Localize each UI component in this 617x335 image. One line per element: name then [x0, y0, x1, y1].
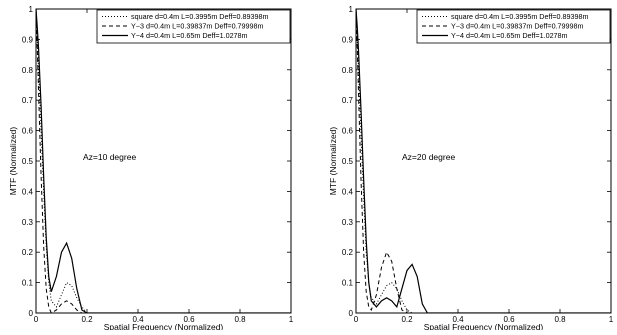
- legend-box: [416, 9, 611, 44]
- x-tick-label: 0.6: [183, 315, 195, 324]
- y-tick-label: 0.7: [22, 96, 34, 105]
- y-tick-label: 1: [29, 5, 34, 14]
- y-axis-label: MTF (Normalized): [328, 127, 338, 196]
- y-tick-label: 0.4: [22, 187, 34, 196]
- x-tick-label: 0.4: [452, 315, 464, 324]
- annotation-text: Az=20 degree: [402, 152, 455, 162]
- y-tick-label: 0.2: [342, 248, 354, 257]
- y-tick-label: 0.4: [342, 187, 354, 196]
- plot-frame: [355, 8, 612, 314]
- y-tick-label: 0.2: [22, 248, 34, 257]
- y-tick-label: 0.9: [22, 35, 34, 44]
- legend-label: Y−3 d=0.4m L=0.39837m Deff=0.79998m: [131, 22, 264, 31]
- series-line-dashed: [36, 9, 291, 313]
- y-tick-label: 0.5: [342, 157, 354, 166]
- legend-label: Y−4 d=0.4m L=0.65m Deff=1.0278m: [451, 31, 568, 40]
- x-axis-label: Spatial Frequency (Normalized): [104, 322, 224, 330]
- x-tick-label: 0.6: [503, 315, 515, 324]
- y-tick-label: 0.7: [342, 96, 354, 105]
- x-tick-label: 0: [354, 315, 359, 324]
- plot-frame: [35, 8, 292, 314]
- legend-box: [96, 9, 291, 44]
- series-line-solid: [36, 9, 291, 313]
- y-tick-label: 0: [349, 309, 354, 318]
- y-tick-label: 0.1: [342, 279, 354, 288]
- x-tick-label: 0.2: [81, 315, 93, 324]
- y-tick-label: 1: [349, 5, 354, 14]
- y-axis-label: MTF (Normalized): [8, 127, 18, 196]
- legend-label: Y−4 d=0.4m L=0.65m Deff=1.0278m: [131, 31, 248, 40]
- y-tick-label: 0.3: [342, 218, 354, 227]
- y-tick-label: 0.5: [22, 157, 34, 166]
- series-line-solid: [356, 9, 611, 313]
- x-tick-label: 0: [34, 315, 39, 324]
- legend: square d=0.4m L=0.3995m Deff=0.89398mY−3…: [96, 9, 291, 44]
- series-line-dotted: [356, 9, 611, 313]
- x-tick-label: 1: [609, 315, 614, 324]
- x-tick-label: 1: [289, 315, 294, 324]
- legend: square d=0.4m L=0.3995m Deff=0.89398mY−3…: [416, 9, 611, 44]
- x-tick-label: 0.8: [554, 315, 566, 324]
- x-axis-label: Spatial Frequency (Normalized): [424, 322, 544, 330]
- x-tick-label: 0.8: [234, 315, 246, 324]
- legend-label: square d=0.4m L=0.3995m Deff=0.89398m: [131, 12, 269, 21]
- legend-label: Y−3 d=0.4m L=0.39837m Deff=0.79998m: [451, 22, 584, 31]
- series-line-dashed: [356, 9, 611, 313]
- y-tick-label: 0.9: [342, 35, 354, 44]
- y-tick-label: 0.1: [22, 279, 34, 288]
- y-tick-label: 0.6: [22, 127, 34, 136]
- legend-label: square d=0.4m L=0.3995m Deff=0.89398m: [451, 12, 589, 21]
- y-tick-label: 0.6: [342, 127, 354, 136]
- chart-panel-2: 0 0.1 0.2 0.3 0.4 0.5 0.6 0.7 0.8 0.9 1 0 0.2 0.4 0.6 0…: [328, 5, 614, 332]
- y-tick-label: 0: [29, 309, 34, 318]
- x-tick-label: 0.4: [132, 315, 144, 324]
- y-tick-label: 0.8: [22, 66, 34, 75]
- y-tick-label: 0.3: [22, 218, 34, 227]
- annotation-text: Az=10 degree: [83, 152, 136, 162]
- chart-panel-1: 0 0.1 0.2 0.3 0.4 0.5 0.6 0.7 0.8 0.9 1 0 0.2 0.4 0.6 0…: [8, 5, 294, 332]
- series-line-dotted: [36, 9, 291, 313]
- x-tick-label: 0.2: [401, 315, 413, 324]
- y-tick-label: 0.8: [342, 66, 354, 75]
